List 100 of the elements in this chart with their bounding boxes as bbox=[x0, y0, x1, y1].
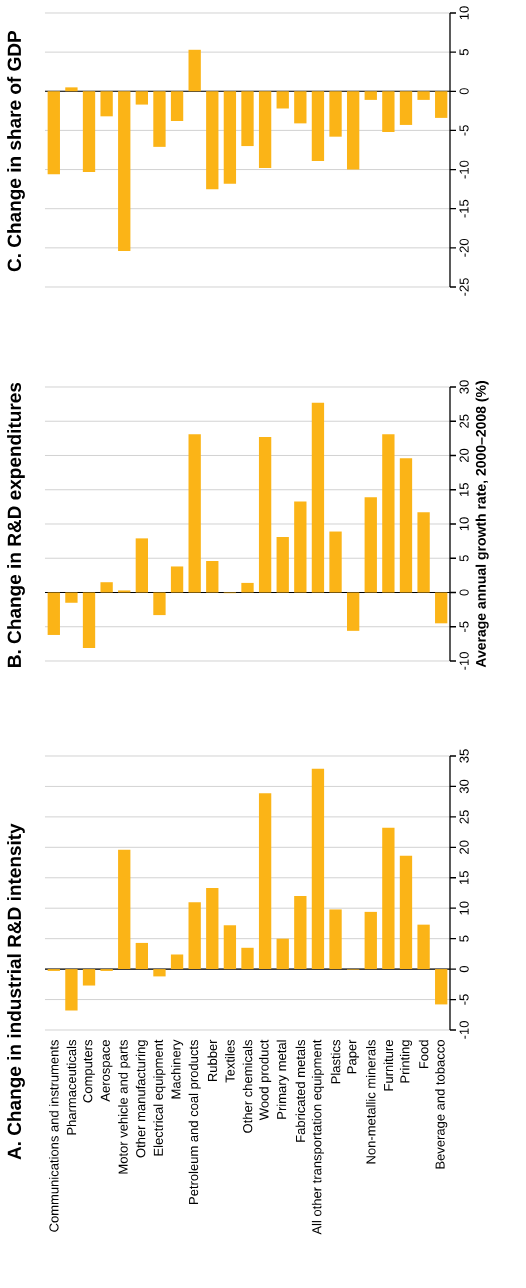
y-tick-label: 5 bbox=[459, 555, 469, 562]
text: C. Change in share of GDP bbox=[7, 30, 25, 272]
bar bbox=[258, 437, 272, 593]
bar bbox=[170, 91, 184, 122]
text: A. Change in industrial R&D intensity bbox=[7, 823, 25, 1160]
bar bbox=[206, 91, 219, 190]
x-tick-label: Computers bbox=[83, 1039, 95, 1103]
y-tick-label: 30 bbox=[459, 779, 469, 794]
bar bbox=[241, 947, 254, 970]
x-tick-label: Fabricated metals bbox=[295, 1040, 306, 1142]
y-tick-label: -5 bbox=[459, 994, 469, 1005]
y-tick-label: 30 bbox=[459, 380, 469, 394]
bar bbox=[417, 91, 430, 100]
bar bbox=[276, 91, 289, 109]
bar bbox=[399, 458, 413, 593]
y-tick-label: 35 bbox=[459, 749, 469, 763]
x-tick-label: All other transportation equipment bbox=[311, 1039, 324, 1235]
bar bbox=[435, 91, 448, 118]
x-tick-label: Printing bbox=[399, 1040, 413, 1083]
x-tick-label: Communications and instruments bbox=[49, 1040, 59, 1232]
x-tick-label: Petroleum and coal products bbox=[188, 1040, 201, 1204]
y-tick-label: -10 bbox=[459, 160, 469, 179]
bar bbox=[346, 592, 360, 631]
x-tick-label: Plastics bbox=[330, 1039, 341, 1084]
bar bbox=[153, 91, 166, 147]
x-tick-label: Textiles bbox=[225, 1039, 235, 1083]
y-tick-label: 10 bbox=[459, 517, 469, 531]
x-tick-label: Beverage and tobacco bbox=[435, 1040, 448, 1169]
bar bbox=[118, 91, 131, 251]
x-tick-label: Pharmaceuticals bbox=[66, 1039, 77, 1135]
y-tick-label: 20 bbox=[459, 448, 469, 463]
y-axis-title: Average annual growth rate, 2000–2008 (%) bbox=[475, 381, 489, 668]
bar bbox=[329, 909, 342, 970]
x-tick-label: Aerospace bbox=[100, 1040, 113, 1102]
y-tick-label: 0 bbox=[459, 88, 469, 95]
bar bbox=[382, 91, 395, 132]
bar bbox=[118, 849, 131, 970]
bar bbox=[47, 592, 60, 635]
y-tick-label: -25 bbox=[459, 278, 469, 296]
y-tick-label: 15 bbox=[459, 483, 469, 496]
bar bbox=[206, 888, 219, 970]
bar bbox=[382, 827, 395, 970]
bar bbox=[82, 592, 96, 648]
bar bbox=[435, 592, 448, 624]
x-tick-label: Motor vehicle and parts bbox=[118, 1040, 131, 1174]
y-tick-label: 0 bbox=[459, 966, 469, 973]
bar bbox=[65, 969, 78, 1011]
bar bbox=[311, 768, 325, 970]
bar bbox=[276, 537, 289, 593]
bar bbox=[135, 91, 149, 105]
bar bbox=[170, 954, 184, 970]
x-tick-label: Machinery bbox=[171, 1039, 184, 1099]
bar bbox=[118, 590, 131, 593]
bar bbox=[417, 924, 430, 970]
bar bbox=[206, 560, 219, 593]
bar bbox=[135, 538, 149, 593]
bar bbox=[276, 938, 289, 970]
bar bbox=[399, 855, 413, 970]
bar bbox=[364, 911, 377, 970]
x-tick-label: Non-metallic minerals bbox=[365, 1040, 376, 1164]
bar bbox=[223, 91, 237, 184]
x-tick-label: Other chemicals bbox=[242, 1040, 253, 1133]
bar bbox=[100, 582, 113, 593]
y-tick-label: 20 bbox=[459, 840, 469, 854]
y-tick-label: 10 bbox=[459, 6, 469, 20]
y-tick-label: -15 bbox=[459, 199, 469, 218]
y-tick-label: -10 bbox=[459, 1021, 469, 1039]
bar bbox=[294, 896, 307, 970]
bar bbox=[47, 91, 60, 175]
y-tick-label: -20 bbox=[459, 238, 469, 257]
y-tick-label: 10 bbox=[459, 901, 469, 915]
y-tick-label: 0 bbox=[459, 589, 469, 596]
bar bbox=[135, 942, 149, 970]
bar bbox=[82, 91, 96, 172]
bar bbox=[417, 512, 430, 593]
y-tick-label: 5 bbox=[459, 935, 469, 942]
x-tick-label: Furniture bbox=[383, 1040, 394, 1091]
bar bbox=[223, 925, 237, 970]
bar bbox=[65, 87, 78, 92]
bar bbox=[82, 969, 96, 986]
x-tick-label: Primary metal bbox=[276, 1040, 289, 1119]
x-tick-label: Food bbox=[418, 1040, 429, 1069]
bar bbox=[399, 91, 413, 125]
bar bbox=[364, 91, 377, 100]
bar bbox=[294, 501, 307, 593]
bar bbox=[188, 49, 201, 92]
y-tick-label: 5 bbox=[459, 49, 469, 56]
y-tick-label: -5 bbox=[459, 621, 469, 632]
y-tick-label: 15 bbox=[459, 871, 469, 885]
bar bbox=[241, 91, 254, 147]
y-tick-label: -10 bbox=[459, 652, 469, 670]
text: B. Change in R&D expenditures bbox=[7, 382, 25, 667]
bar bbox=[294, 91, 307, 124]
y-tick-label: -5 bbox=[459, 125, 469, 136]
bar bbox=[311, 402, 325, 593]
y-tick-label: 25 bbox=[459, 810, 469, 824]
x-tick-label: Paper bbox=[347, 1039, 359, 1074]
bar bbox=[65, 592, 78, 603]
bar bbox=[188, 902, 201, 970]
x-tick-label: Wood product bbox=[259, 1039, 272, 1121]
